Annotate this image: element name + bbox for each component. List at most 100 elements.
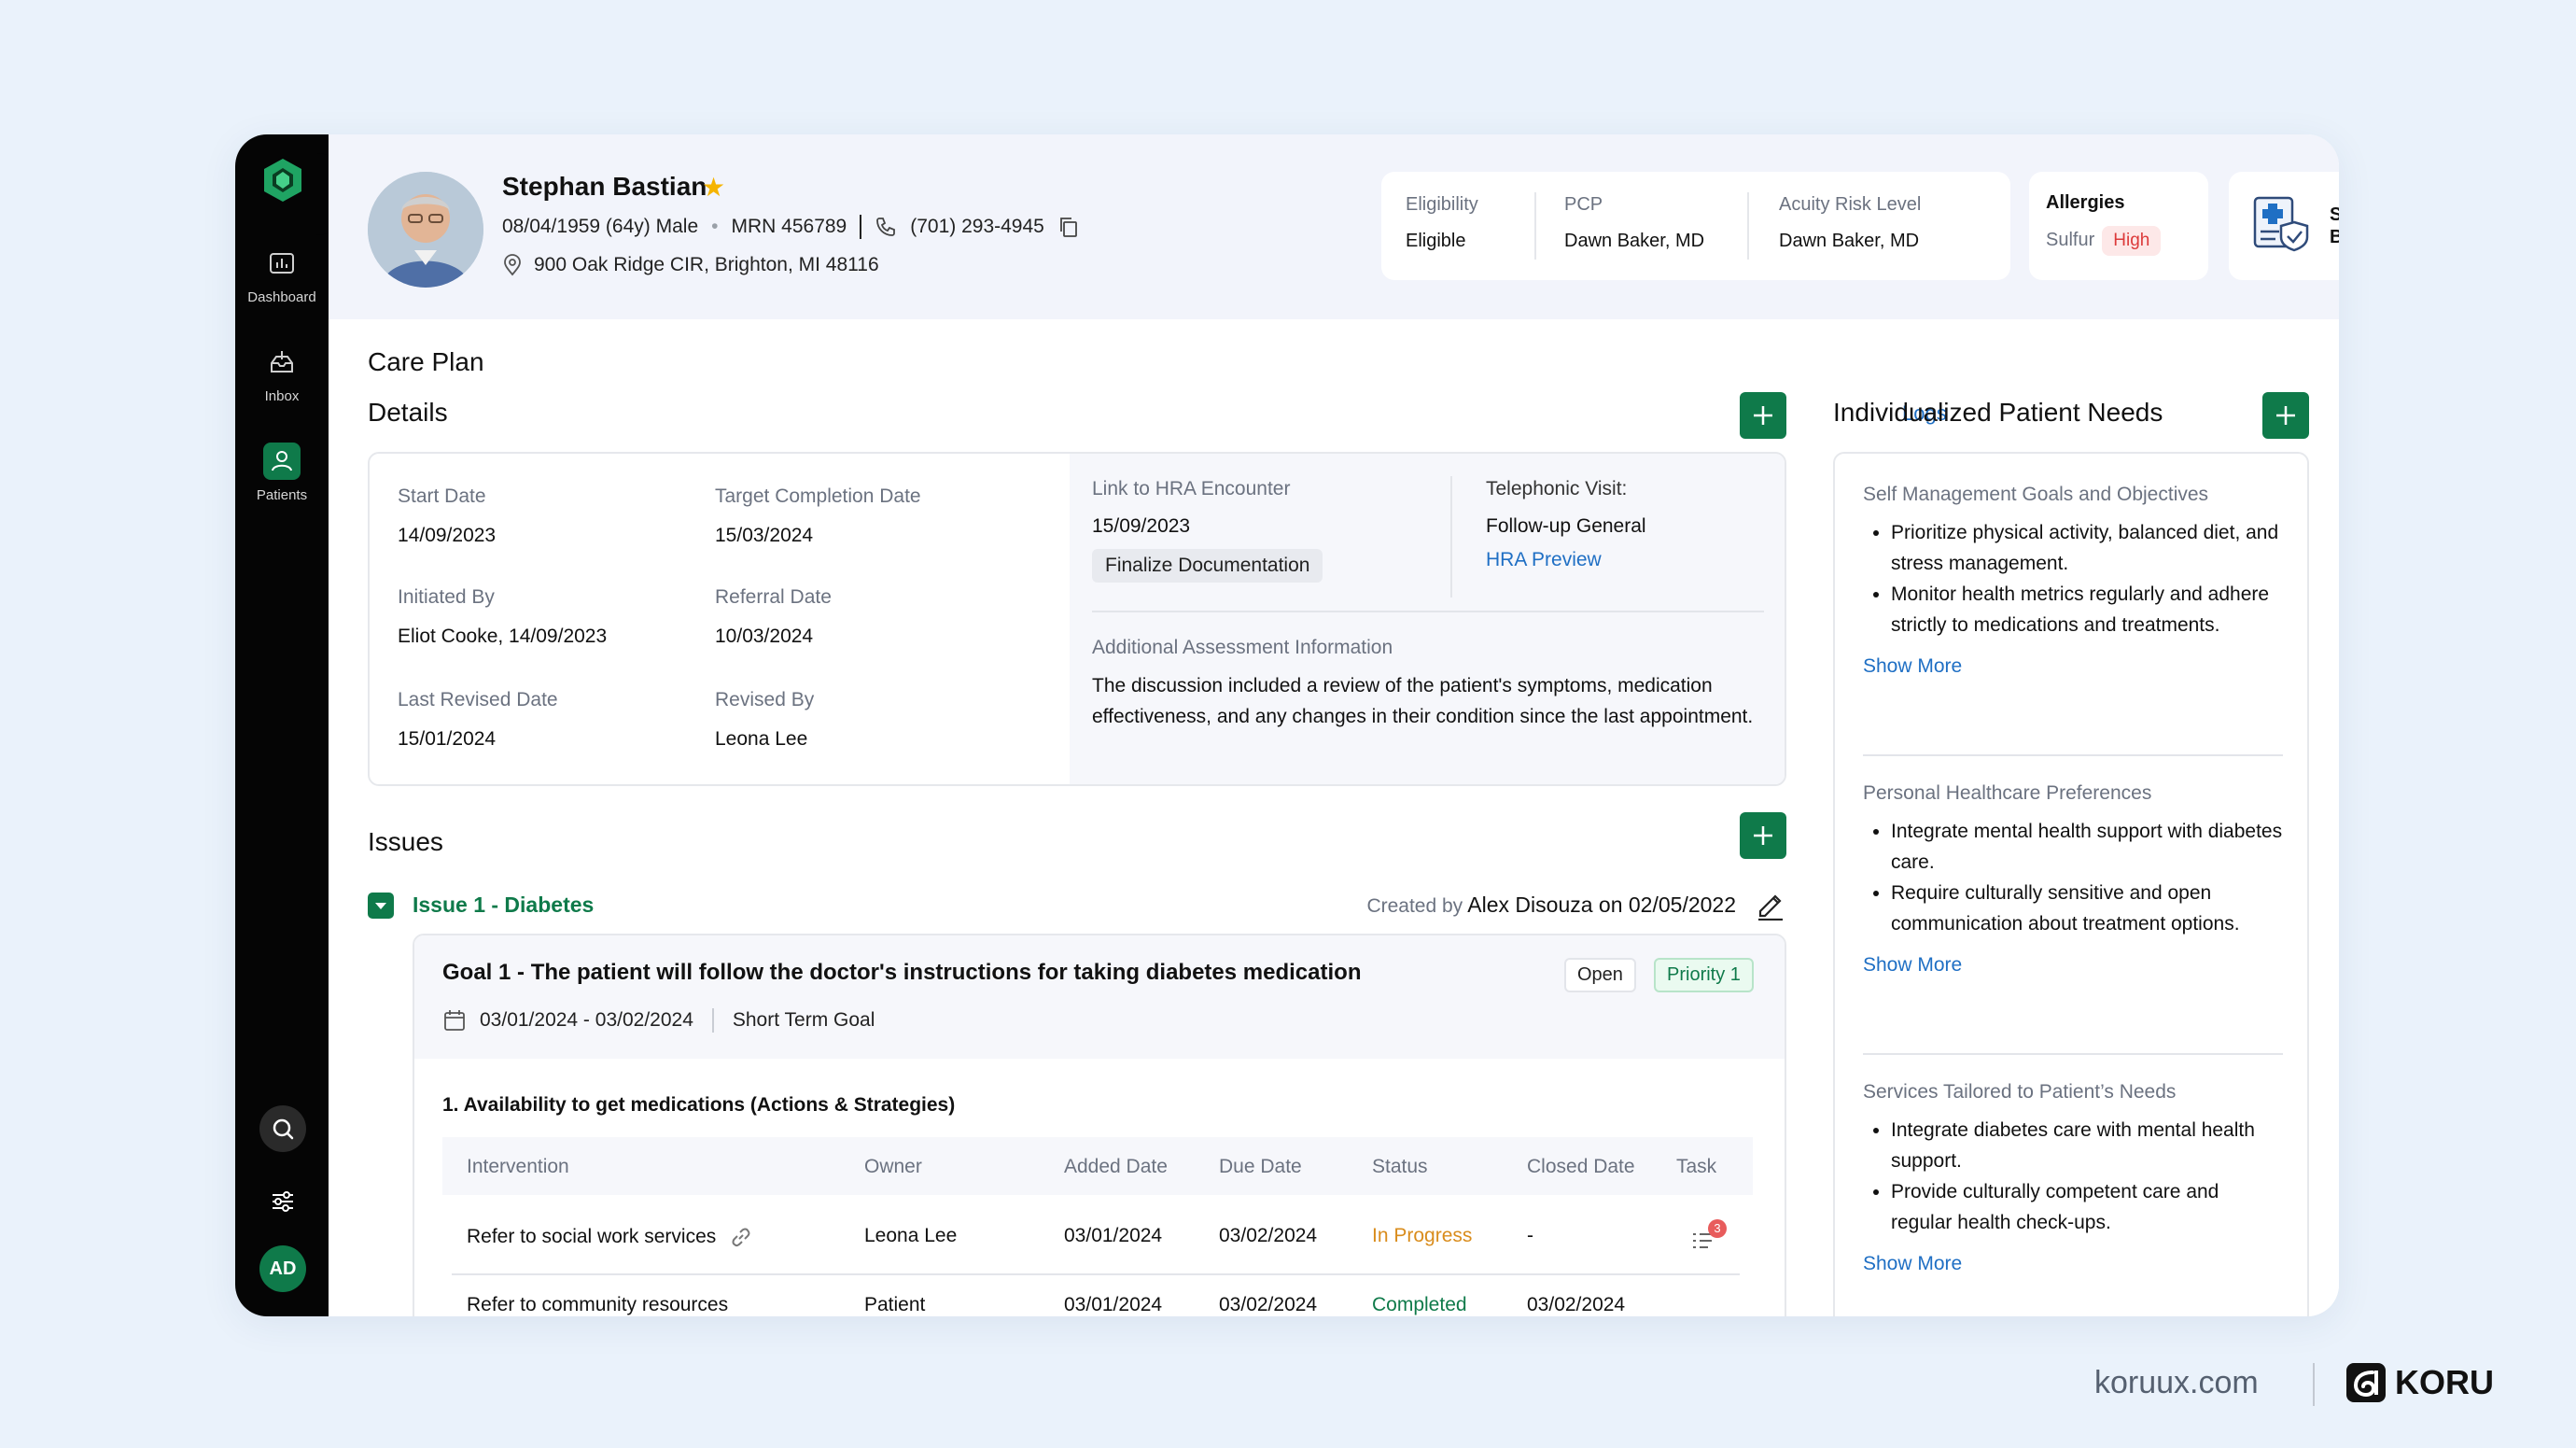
pcp-label: PCP — [1564, 194, 1603, 215]
location-pin-icon — [504, 254, 521, 276]
created-by-value: Alex Disouza on 02/05/2022 — [1467, 893, 1736, 917]
copy-icon[interactable] — [1057, 216, 1080, 238]
nav-patients[interactable]: Patients — [235, 443, 329, 503]
divider — [1092, 611, 1764, 612]
sidebar: Dashboard Inbox Patients AD — [235, 134, 357, 1316]
eligibility-card: Eligibility Eligible PCP Dawn Baker, MD … — [1381, 172, 2010, 280]
needs-card: Self Management Goals and Objectives Pri… — [1833, 452, 2309, 1316]
task-count-badge: 3 — [1708, 1219, 1727, 1238]
closed-date-cell: 03/02/2024 — [1527, 1294, 1626, 1315]
patients-icon — [263, 443, 301, 480]
col-owner: Owner — [864, 1156, 922, 1177]
issue-collapse-toggle[interactable] — [368, 893, 394, 919]
nav-inbox[interactable]: Inbox — [235, 344, 329, 404]
col-due-date: Due Date — [1219, 1156, 1302, 1177]
favorite-star-icon[interactable]: ★ — [702, 173, 726, 202]
intervention-cell: Refer to social work services — [467, 1225, 753, 1249]
revised-by-field: Revised By Leona Lee — [715, 689, 814, 751]
footer-brand-name: KORU — [2395, 1363, 2494, 1401]
target-date-value: 15/03/2024 — [715, 525, 814, 546]
add-detail-button[interactable] — [1740, 392, 1786, 439]
issue-title[interactable]: Issue 1 - Diabetes — [413, 893, 595, 917]
initiated-by-field: Initiated By Eliot Cooke, 14/09/2023 — [398, 586, 607, 648]
patient-address-row: 900 Oak Ridge CIR, Brighton, MI 48116 — [502, 254, 879, 276]
inbox-icon — [263, 344, 301, 381]
nav-dashboard-label: Dashboard — [247, 289, 316, 305]
footer-brand: KORU — [2345, 1361, 2494, 1404]
added-date-cell: 03/01/2024 — [1064, 1225, 1163, 1246]
needs-heading: Individualized Patient Needs — [1833, 398, 2163, 427]
need-section-title: Personal Healthcare Preferences — [1863, 782, 2152, 804]
task-button[interactable]: 3 — [1689, 1219, 1727, 1253]
patient-name: Stephan Bastian — [502, 172, 707, 201]
additional-info-value: The discussion included a review of the … — [1092, 675, 1754, 727]
footer-site: koruux.com — [2094, 1365, 2259, 1400]
col-task: Task — [1676, 1156, 1717, 1177]
start-date-label: Start Date — [398, 485, 486, 507]
status-cell: In Progress — [1372, 1225, 1473, 1246]
issue-created-by: Created by Alex Disouza on 02/05/2022 — [1366, 893, 1736, 918]
page-title: Care Plan — [368, 347, 484, 376]
table-row[interactable]: Refer to community resources Patient 03/… — [442, 1275, 1753, 1316]
search-button[interactable] — [259, 1105, 306, 1152]
col-intervention: Intervention — [467, 1156, 569, 1177]
owner-cell: Patient — [864, 1294, 926, 1315]
eligibility-field: Eligibility Eligible — [1406, 194, 1478, 252]
issues-heading: Issues — [368, 827, 443, 856]
created-by-label: Created by — [1366, 895, 1463, 917]
plus-icon — [2276, 406, 2295, 425]
need-section: Self Management Goals and Objectives Pri… — [1863, 484, 2283, 678]
patient-dob: 08/04/1959 (64y) Male — [502, 216, 699, 237]
hra-preview-link[interactable]: HRA Preview — [1486, 549, 1602, 570]
last-revised-value: 15/01/2024 — [398, 728, 497, 750]
phone-icon — [876, 218, 896, 236]
settings-button[interactable] — [259, 1178, 306, 1225]
due-date-cell: 03/02/2024 — [1219, 1225, 1318, 1246]
show-more-link[interactable]: Show More — [1863, 1253, 1963, 1274]
goal-priority-badge: Priority 1 — [1654, 958, 1754, 992]
user-avatar[interactable]: AD — [259, 1245, 306, 1292]
allergies-card[interactable]: Allergies Sulfur High — [2029, 172, 2208, 280]
need-list: Prioritize physical activity, balanced d… — [1863, 517, 2283, 640]
logs-link[interactable]: Logs — [1902, 401, 1947, 425]
eligibility-label: Eligibility — [1406, 194, 1478, 215]
hra-encounter-label: Link to HRA Encounter — [1092, 478, 1291, 499]
show-more-link[interactable]: Show More — [1863, 655, 1963, 677]
revised-by-value: Leona Lee — [715, 728, 808, 750]
patient-mrn: MRN 456789 — [731, 216, 847, 237]
due-date-cell: 03/02/2024 — [1219, 1294, 1318, 1315]
list-item: Integrate mental health support with dia… — [1891, 816, 2283, 878]
allergies-label: Allergies — [2046, 192, 2125, 213]
col-added-date: Added Date — [1064, 1156, 1168, 1177]
referral-date-label: Referral Date — [715, 586, 832, 608]
link-icon[interactable] — [729, 1225, 753, 1249]
list-item: Require culturally sensitive and open co… — [1891, 878, 2283, 939]
divider — [1863, 1053, 2283, 1055]
add-issue-button[interactable] — [1740, 812, 1786, 859]
nav-dashboard[interactable]: Dashboard — [235, 245, 329, 305]
pcp-value: Dawn Baker, MD — [1564, 231, 1705, 251]
table-row[interactable]: Refer to social work services Leona Lee … — [442, 1206, 1753, 1273]
insurance-name: SafeLife BlueShield — [2330, 204, 2339, 248]
finalize-documentation-button[interactable]: Finalize Documentation — [1092, 549, 1323, 583]
edit-issue-button[interactable] — [1755, 887, 1786, 925]
divider — [1747, 192, 1749, 260]
insurance-card[interactable]: SafeLife BlueShield — [2229, 172, 2339, 280]
goal-status-badge: Open — [1564, 958, 1636, 992]
chevron-down-icon — [375, 903, 386, 909]
action-title: 1. Availability to get medications (Acti… — [442, 1094, 956, 1116]
divider — [2313, 1363, 2315, 1406]
dashboard-icon — [263, 245, 301, 282]
app-window: Dashboard Inbox Patients AD — [235, 134, 2339, 1316]
app-logo[interactable] — [259, 157, 306, 204]
patient-phone: (701) 293-4945 — [910, 216, 1044, 237]
pcp-field: PCP Dawn Baker, MD — [1564, 194, 1704, 252]
add-need-button[interactable] — [2262, 392, 2309, 439]
patient-address: 900 Oak Ridge CIR, Brighton, MI 48116 — [534, 254, 879, 275]
goal-title: Goal 1 - The patient will follow the doc… — [442, 960, 1362, 985]
referral-date-field: Referral Date 10/03/2024 — [715, 586, 832, 648]
show-more-link[interactable]: Show More — [1863, 954, 1963, 976]
search-icon — [273, 1118, 294, 1140]
initiated-by-value: Eliot Cooke, 14/09/2023 — [398, 626, 608, 647]
patient-info-row: 08/04/1959 (64y) Male • MRN 456789 (701)… — [502, 215, 1080, 239]
